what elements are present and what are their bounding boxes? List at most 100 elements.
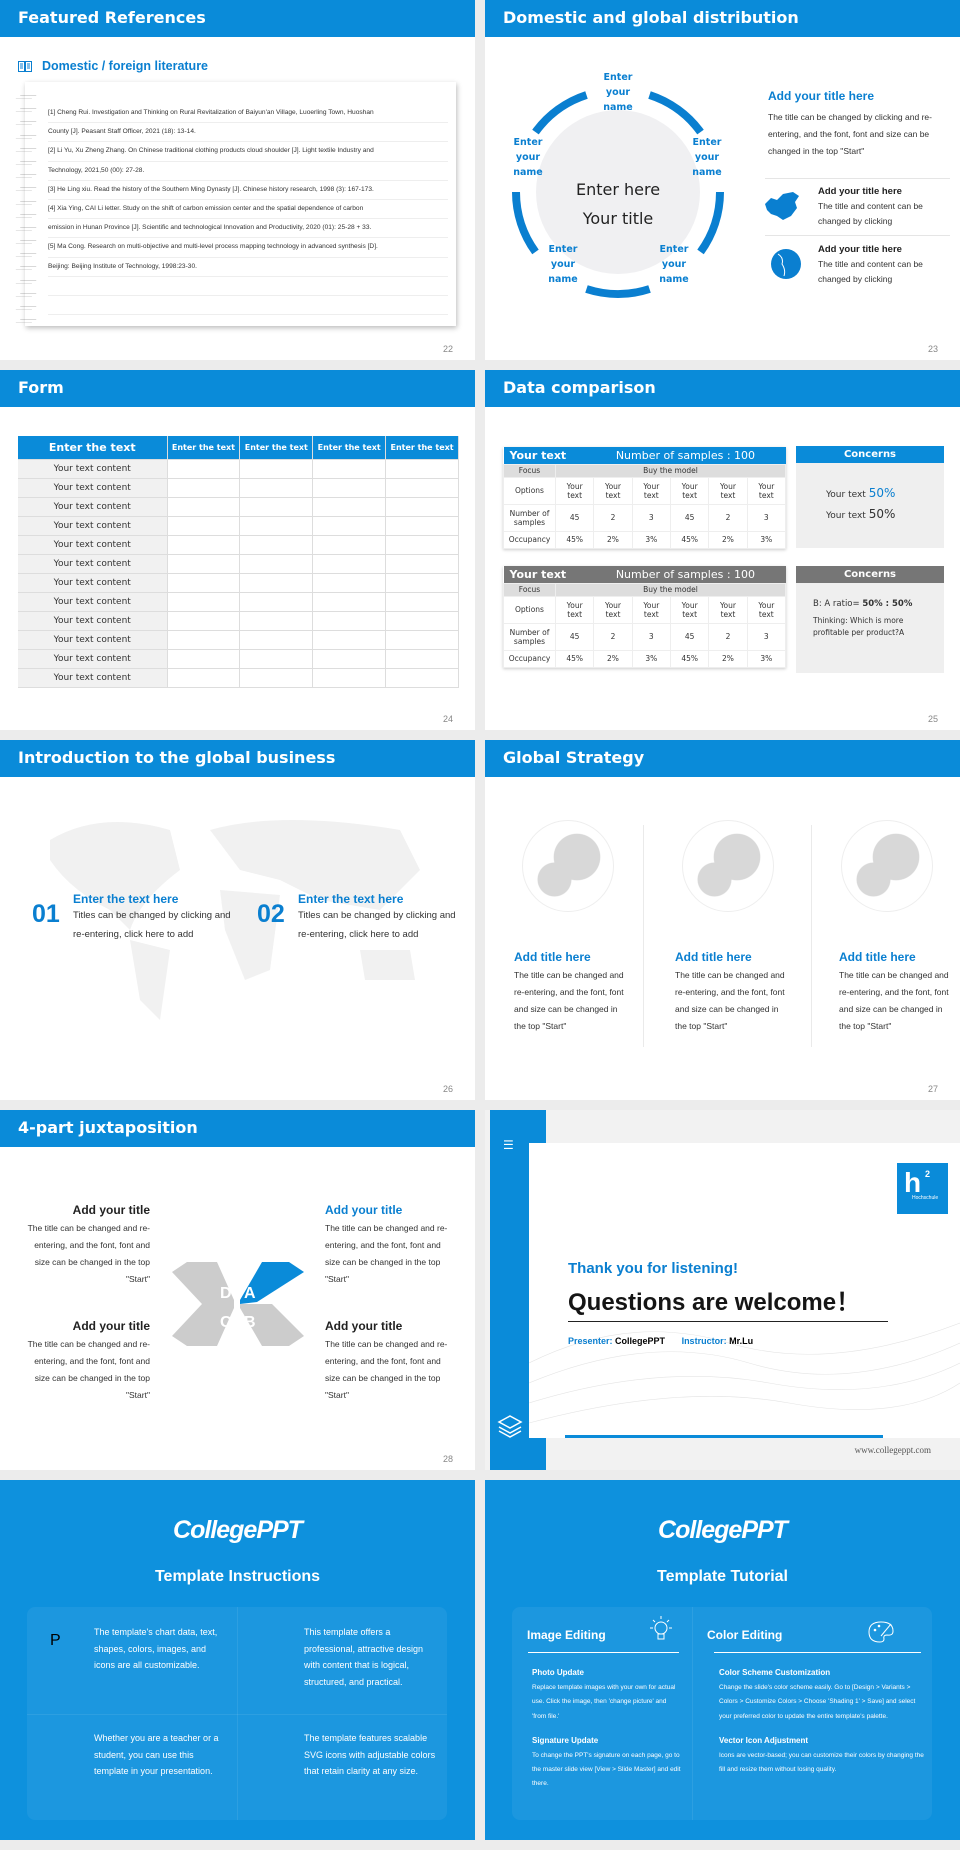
slide-data-comparison[interactable]: Data comparison Your text Number of sampl… [485,370,960,730]
instruction-text: Whether you are a teacher or a student, … [94,1733,219,1776]
spiral-ring [15,240,37,244]
info-item: Add your title here The title and conten… [818,186,923,226]
reference-line: [2] Li Yu, Xu Zheng Zhang. On Chinese tr… [48,142,448,162]
section-title: Template Instructions [154,1568,321,1585]
table-cell[interactable] [385,592,459,612]
slide-featured-references[interactable]: Featured References Domestic / foreign l… [0,0,475,360]
table-cell[interactable] [312,630,387,650]
table-cell[interactable] [312,611,387,631]
table-cell[interactable] [385,516,459,536]
business-item: Enter the text here Titles can be changed… [73,892,231,940]
node-label[interactable]: Enter your name [548,244,578,285]
node-label[interactable]: Enter your name [659,244,689,285]
slide-template-tutorial[interactable]: CollegePPT Template Tutorial Image Editi… [485,1480,960,1840]
table-cell[interactable] [385,630,459,650]
table-cell[interactable] [239,516,314,536]
spiral-ring [15,134,37,138]
table-cell[interactable] [167,478,241,498]
cycle-arc [585,285,651,298]
part-item: Add your title The title can be changed a… [27,1319,150,1400]
table-cell[interactable] [239,554,314,574]
letter-d: D [220,1285,232,1302]
table-cell[interactable] [385,668,459,688]
spiral-ring [15,319,37,323]
slides-icon: P [50,1632,61,1650]
section-subtitle: Domestic / foreign literature [42,59,209,73]
node-label[interactable]: Enter your name [692,137,722,178]
table-cell[interactable] [312,573,387,593]
table-cell[interactable] [385,554,459,574]
table-cell[interactable] [239,611,314,631]
table-cell[interactable] [312,554,387,574]
table-cell[interactable] [312,497,387,517]
column-header: Enter the text [239,436,314,460]
reference-paper: [1] Cheng Rui. Investigation and Thinkin… [25,82,456,326]
spiral-ring [15,108,37,112]
table-cell[interactable] [167,573,241,593]
table-cell[interactable] [239,592,314,612]
table-cell[interactable] [167,592,241,612]
slide-4-part[interactable]: 4-part juxtaposition D A C B Add your ti… [0,1110,475,1470]
table-cell[interactable] [312,668,387,688]
slide-template-instructions[interactable]: CollegePPT Template Instructions P The te… [0,1480,475,1840]
table-cell[interactable] [239,535,314,555]
main-title: Add your title here [768,89,875,103]
table-cell[interactable] [385,459,459,479]
spiral-ring [15,121,37,125]
thanks-text: Thank you for listening! [568,1260,739,1277]
table-cell[interactable] [385,535,459,555]
slide-form[interactable]: Form Enter the text Enter the text Enter t… [0,370,475,730]
table-row: Your text content [18,554,459,574]
node-label[interactable]: Enter your name [603,72,633,113]
table-cell[interactable] [385,478,459,498]
slide-distribution[interactable]: Domestic and global distribution Enter h… [485,0,960,360]
letter-a: A [244,1285,256,1302]
table-cell[interactable] [167,611,241,631]
page-number: 24 [442,714,453,724]
node-label[interactable]: Enter your name [513,137,543,178]
table-cell[interactable] [167,554,241,574]
table-cell[interactable] [167,497,241,517]
table-cell[interactable] [385,497,459,517]
university-logo: h 2 Hochschule [897,1163,948,1214]
table-cell[interactable] [239,459,314,479]
column-header: Enter the text [385,436,459,460]
table-cell[interactable] [167,459,241,479]
table-row: Your text content [18,535,459,555]
table-cell[interactable] [167,649,241,669]
table-cell[interactable] [167,516,241,536]
table-cell[interactable] [239,478,314,498]
table-cell[interactable] [167,668,241,688]
page-number: 25 [927,714,938,724]
world-map-background [50,820,420,1020]
part-item: Add your title The title can be changed a… [27,1203,150,1284]
table-cell[interactable] [239,630,314,650]
reference-line [48,277,448,296]
reference-line [48,296,448,316]
menu-icon[interactable]: ☰ [503,1138,514,1152]
table-cell[interactable] [385,649,459,669]
slide-global-business[interactable]: Introduction to the global business 01 En… [0,740,475,1100]
table-cell[interactable] [312,649,387,669]
table-cell[interactable] [167,535,241,555]
table-cell[interactable] [312,592,387,612]
table-cell[interactable] [385,611,459,631]
website-link[interactable]: www.collegeppt.com [854,1445,931,1455]
table-cell[interactable] [312,478,387,498]
color-editing-heading: Color Editing [707,1628,783,1642]
table-row: Your text content [18,459,459,479]
table-cell[interactable] [239,668,314,688]
slide-thank-you[interactable]: ☰ h 2 Hochschule Thank you for listening… [485,1110,960,1470]
slide-global-strategy[interactable]: Global Strategy Add title here The title … [485,740,960,1100]
table-cell[interactable] [312,459,387,479]
table-cell[interactable] [239,649,314,669]
table-cell[interactable] [312,516,387,536]
page-number: 27 [927,1084,938,1094]
table-cell[interactable] [385,573,459,593]
table-cell[interactable] [239,497,314,517]
table-cell[interactable] [239,573,314,593]
table-row: Your text content [18,592,459,612]
table-row: Your text content [18,516,459,536]
table-cell[interactable] [312,535,387,555]
table-cell[interactable] [167,630,241,650]
